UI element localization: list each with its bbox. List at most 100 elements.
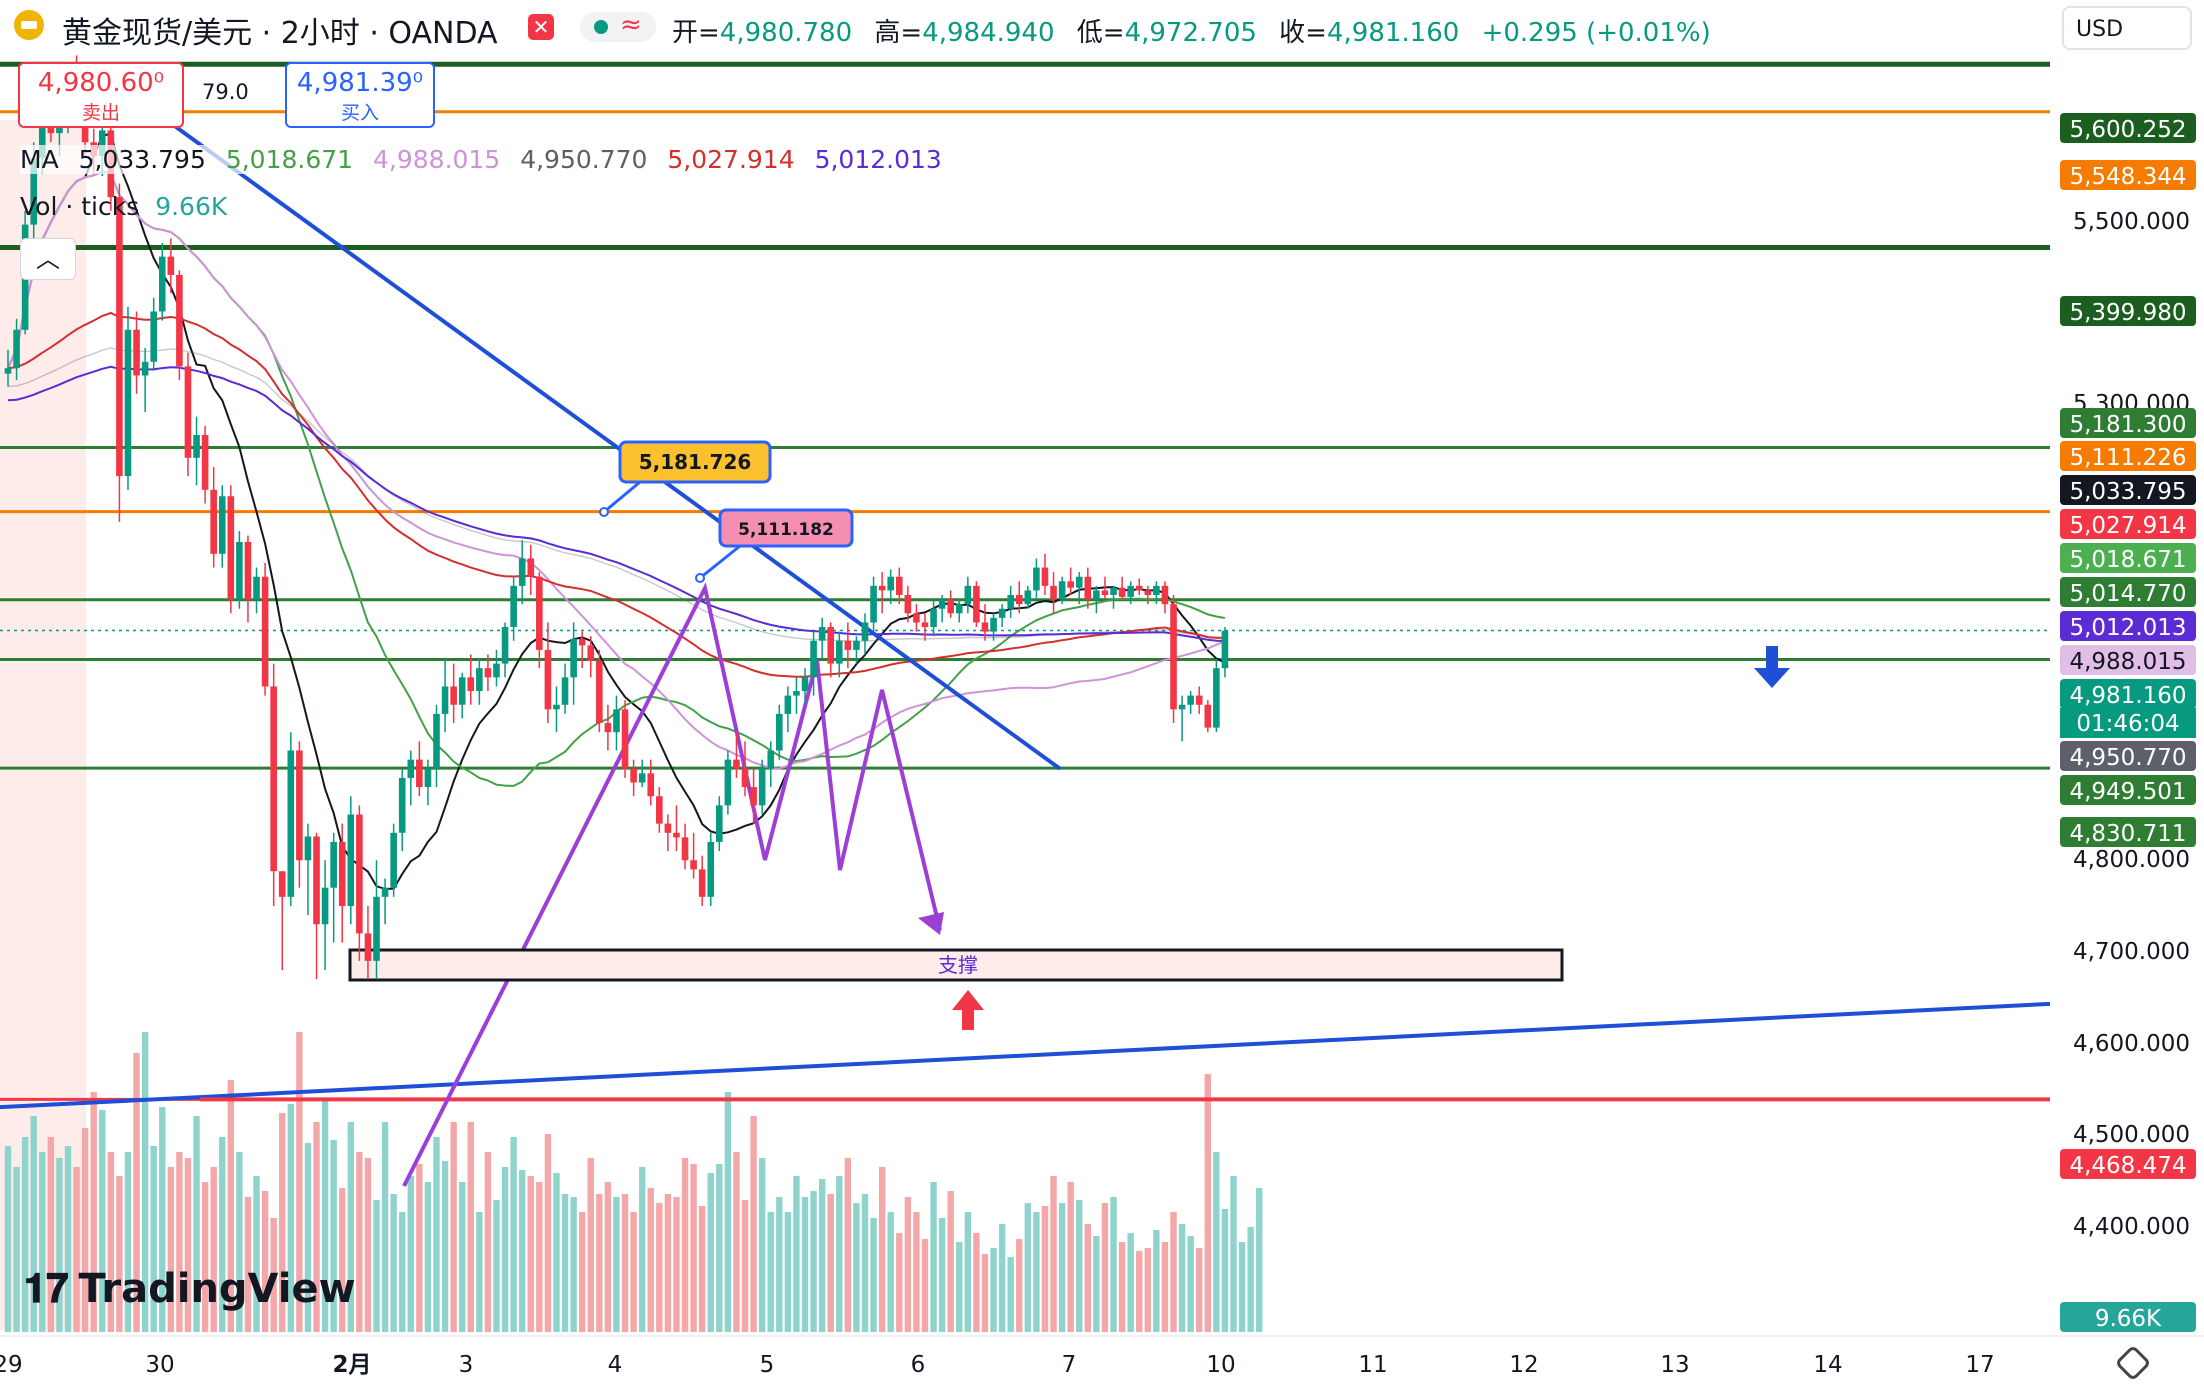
volume-bar bbox=[947, 1191, 954, 1332]
callout-pointer bbox=[699, 544, 741, 580]
volume-bar bbox=[1033, 1212, 1040, 1332]
candle-body bbox=[587, 645, 595, 661]
volume-bar bbox=[724, 1092, 732, 1332]
price-axis[interactable]: 5,500.0005,300.0004,800.0004,700.0004,60… bbox=[2060, 113, 2196, 1332]
candle-body bbox=[433, 713, 440, 769]
price-tag-label: 5,181.300 bbox=[2069, 412, 2186, 438]
ma-value: 5,027.914 bbox=[667, 145, 795, 174]
candle-body bbox=[570, 638, 577, 678]
volume-bar bbox=[519, 1170, 526, 1332]
price-tick-label: 4,500.000 bbox=[2073, 1122, 2190, 1148]
down-arrow-icon bbox=[1754, 646, 1790, 688]
candle-body bbox=[690, 860, 697, 870]
volume-bar bbox=[1238, 1242, 1246, 1332]
callout-anchor bbox=[695, 573, 705, 583]
candle-body bbox=[1195, 695, 1203, 705]
volume-bar bbox=[399, 1212, 406, 1332]
time-tick-label: 2月 bbox=[332, 1352, 371, 1378]
volume-bar bbox=[424, 1182, 432, 1332]
candle-body bbox=[793, 691, 800, 696]
ohlc-value: 4,980.780 bbox=[719, 18, 853, 48]
price-tag-label: 4,981.160 bbox=[2069, 683, 2186, 709]
volume-bar bbox=[321, 1101, 329, 1332]
candle-body bbox=[767, 750, 775, 769]
price-tag-label: 9.66K bbox=[2095, 1306, 2162, 1332]
price-tag bbox=[2060, 509, 2196, 539]
volume-bar bbox=[621, 1194, 629, 1332]
ohlc-key: 收= bbox=[1279, 18, 1327, 48]
candle-body bbox=[1153, 585, 1160, 596]
price-tag bbox=[2060, 296, 2196, 326]
candle-body bbox=[176, 274, 183, 367]
volume-bar bbox=[938, 1218, 946, 1332]
volume-bar bbox=[1050, 1176, 1057, 1332]
candle-body bbox=[801, 677, 809, 692]
candle-body bbox=[707, 841, 715, 897]
volume-bar bbox=[1067, 1182, 1074, 1332]
volume-bar bbox=[244, 1197, 252, 1332]
currency-select[interactable]: USD bbox=[2062, 6, 2192, 50]
time-axis[interactable]: 29 30 2月 3 4 5 6 7 10 11 12 13 14 17 bbox=[0, 1335, 2204, 1378]
moving-average-line bbox=[7, 365, 1225, 642]
candle-body bbox=[38, 119, 46, 158]
price-tag-label: 4,988.015 bbox=[2069, 649, 2186, 675]
volume-bar bbox=[364, 1158, 372, 1332]
candle-body bbox=[630, 768, 637, 783]
annotations[interactable]: 5,181.726 5,111.182 bbox=[599, 440, 854, 583]
candle-body bbox=[381, 887, 389, 897]
candle-body bbox=[664, 823, 672, 833]
wave-arrow-head bbox=[918, 912, 944, 935]
volume-bar bbox=[990, 1248, 997, 1332]
volume-bar bbox=[647, 1188, 654, 1332]
candle-body bbox=[878, 585, 886, 591]
volume-bar bbox=[587, 1158, 594, 1332]
volume-bar bbox=[501, 1167, 509, 1332]
volume-bar bbox=[638, 1167, 646, 1332]
candle-body bbox=[1213, 668, 1220, 728]
candle-body bbox=[604, 723, 612, 733]
candle-body bbox=[835, 640, 843, 664]
candle-body bbox=[1127, 585, 1134, 597]
volume-bar bbox=[1144, 1248, 1152, 1332]
ma-value: 4,988.015 bbox=[373, 145, 501, 174]
candle-body bbox=[467, 677, 475, 692]
volume-bar bbox=[253, 1176, 260, 1332]
volume-bar bbox=[313, 1122, 320, 1332]
volume-bar bbox=[596, 1194, 603, 1332]
sell-button[interactable]: 4,980.60⁰ 卖出 bbox=[18, 62, 184, 128]
volume-bar bbox=[347, 1122, 354, 1332]
status-pill[interactable] bbox=[580, 12, 656, 42]
flag-icon[interactable]: ✕ bbox=[528, 14, 554, 40]
symbol-title[interactable]: 黄金现货/美元 · 2小时 · OANDA bbox=[62, 16, 498, 51]
candle-body bbox=[1015, 595, 1023, 605]
market-open-icon bbox=[594, 20, 608, 34]
candle-body bbox=[596, 660, 603, 724]
candle-body bbox=[424, 768, 432, 788]
candle-body bbox=[964, 585, 972, 605]
drawings[interactable]: 支撑 bbox=[0, 62, 2051, 1187]
candle-body bbox=[758, 768, 766, 806]
candle-body bbox=[1007, 595, 1014, 609]
volume-bars bbox=[4, 1032, 1263, 1332]
volume-bar bbox=[150, 1146, 157, 1332]
candle-body bbox=[938, 599, 946, 609]
volume-legend[interactable]: Vol · ticks 9.66K bbox=[20, 192, 227, 221]
time-tick-label: 4 bbox=[608, 1352, 623, 1378]
volume-bar bbox=[1213, 1152, 1220, 1332]
volume-bar bbox=[73, 1167, 80, 1332]
candle-body bbox=[750, 787, 757, 806]
time-tick-label: 17 bbox=[1965, 1352, 1994, 1378]
time-tick-label: 14 bbox=[1813, 1352, 1842, 1378]
candle-body bbox=[296, 750, 303, 861]
collapse-legend-button[interactable]: ︿ bbox=[20, 238, 76, 280]
horizontal-levels[interactable] bbox=[0, 61, 2050, 1101]
callout-label: 5,111.182 bbox=[738, 520, 834, 540]
ma-legend[interactable]: MA 5,033.795 5,018.671 4,988.015 4,950.7… bbox=[20, 145, 954, 174]
buy-button[interactable]: 4,981.39⁰ 买入 bbox=[285, 62, 435, 128]
candle-body bbox=[981, 622, 989, 632]
volume-bar bbox=[184, 1158, 192, 1332]
price-tag bbox=[2060, 408, 2196, 438]
candle-body bbox=[158, 256, 166, 312]
candle-body bbox=[450, 686, 457, 705]
